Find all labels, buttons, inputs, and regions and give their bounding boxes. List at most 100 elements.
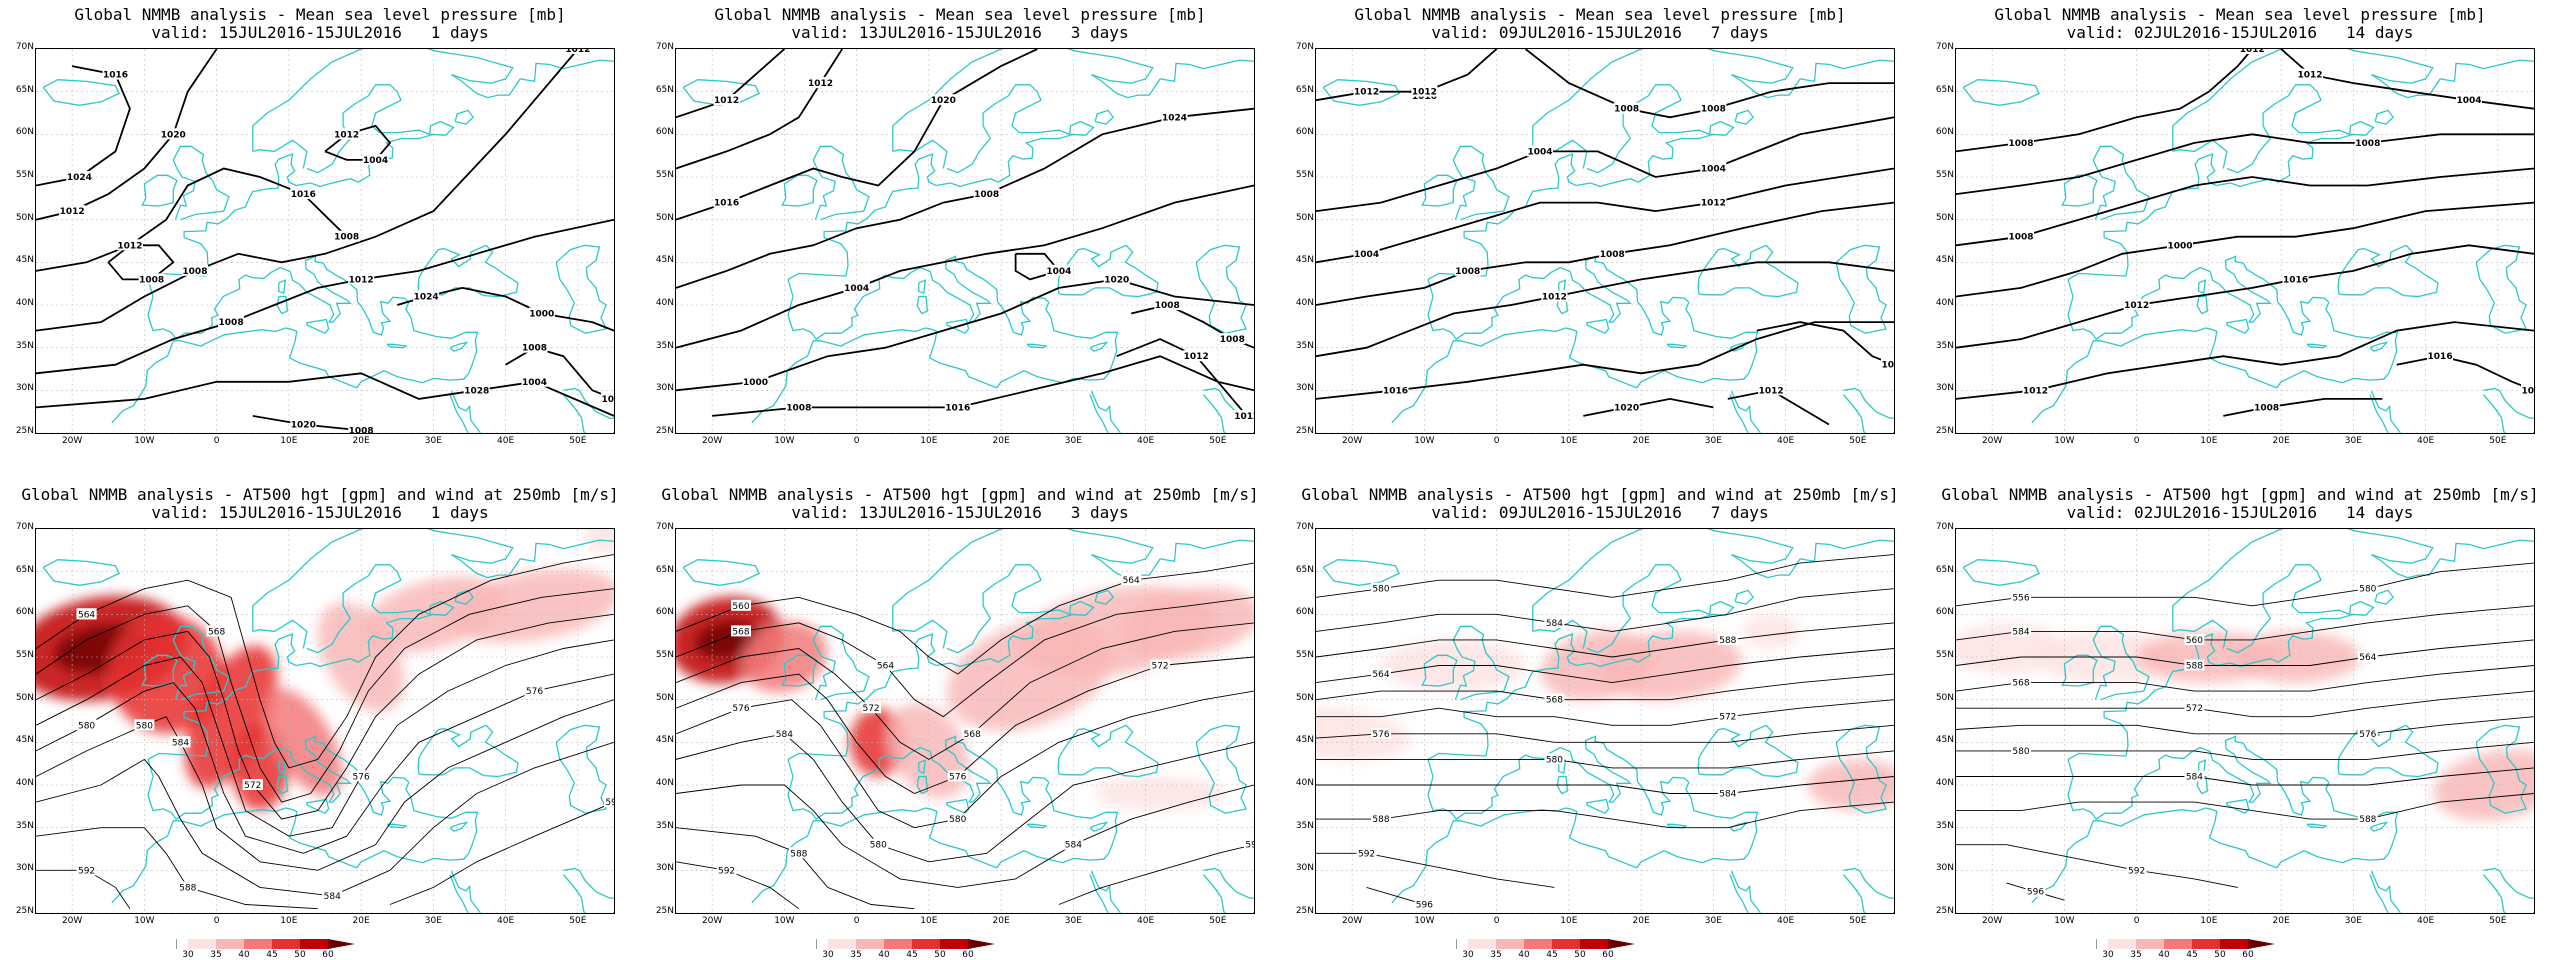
latitude-label: 55N [655,170,674,180]
map-panel: Global NMMB analysis - AT500 hgt [gpm] a… [640,480,1280,960]
contour-label: 592 [2128,866,2145,876]
contour-label-bg [1526,145,1553,157]
coastline [2172,529,2354,632]
latitude-label: 65N [15,564,34,575]
isobar [36,167,348,272]
colorbar-segment [2220,939,2249,949]
latitude-label: 60N [1295,127,1314,138]
colorbar-tick: 45 [1546,950,1558,960]
contour-label: 1000 [2167,241,2192,251]
longitude-label: 30E [424,436,442,446]
contour-label-bg [362,153,389,165]
longitude-label: 10W [774,916,795,926]
colorbar-segment [1608,939,1635,949]
coastline [1730,870,1762,913]
colorbar-segment [328,939,355,949]
latitude-label: 55N [1295,170,1314,180]
longitude-label: 10E [2200,916,2218,926]
height-contour [1316,699,1894,726]
contour-label-bg [1613,102,1640,114]
latitude-label: 65N [15,84,34,95]
contour-label: 1004 [363,156,388,166]
longitude-label: 0 [853,436,860,446]
colorbar-tick: 45 [266,950,278,960]
isobar [1956,201,2534,298]
coastline [147,255,410,340]
contour-label: 1004 [1046,267,1071,277]
contour-label-bg [1045,264,1072,276]
contour-label: 1004 [1701,164,1726,174]
map-area: 1012100810041004100810121016102010161012… [1315,48,1895,434]
longitude-label: 40E [1137,916,1155,926]
coastline [2031,782,2399,904]
contour-label-bg [2455,94,2482,106]
colorbar-segment [2136,939,2165,949]
latitude-label: 30N [1935,383,1954,394]
contour-label: 580 [2012,747,2029,757]
coastline [1057,244,1159,298]
coastline [1427,735,1690,820]
contour-label: 1016 [714,199,739,209]
contour-label-bg [731,702,752,714]
latitude-label: 30N [1295,383,1314,394]
contour-label-bg [868,838,889,850]
contour-label-bg [1356,847,1377,859]
coastline [781,174,818,207]
contour-label: 1004 [844,284,869,294]
coastline [1962,79,2040,106]
contour-label: 1012 [714,96,739,106]
contour-label: 1020 [931,96,956,106]
coastline [1203,867,1254,900]
longitude-label: 10E [920,436,938,446]
coastline [2482,394,2534,433]
colorbar-segment [1430,939,1457,949]
height-contour [1956,844,2238,888]
contour-label-bg [843,281,870,293]
coastline [278,759,287,774]
longitude-label: 20W [701,916,723,926]
latitude-label: 55N [15,650,34,660]
coastline [1729,394,1749,433]
contour-label: 580 [870,841,887,851]
coastline [2225,318,2250,334]
isobar [505,346,614,400]
colorbar-segment [2248,939,2275,949]
coastline [433,50,614,99]
contour-label-bg [604,796,614,808]
coastline [1452,625,1510,701]
latitude-label: 35N [655,340,674,351]
coastline [1729,874,1749,913]
latitude-label: 50N [1295,692,1314,703]
latitude-label: 55N [15,170,34,180]
map-area: 1024 1020 1016 1012 1008 1004 1012 1028 1024 1024… [35,48,615,434]
coastline [1427,613,1714,760]
colorbar-segment [1580,939,1609,949]
coastline [2061,174,2098,207]
isobar [676,49,785,119]
contour-label-bg [1414,898,1435,910]
longitude-label: 50E [2489,916,2507,926]
colorbar-segment [856,939,885,949]
contour-label-bg [861,702,882,714]
colorbar-tick: 60 [2242,950,2254,960]
contour-label-bg [2521,384,2534,396]
map-panel: Global NMMB analysis - Mean sea level pr… [640,0,1280,480]
panel-valid-period: valid: 02JUL2016-15JUL2016 14 days [2066,503,2414,522]
coastline [555,724,608,814]
latitude-label: 50N [15,692,34,703]
coastline [1666,823,1688,829]
contour-label-bg [1881,358,1894,370]
isobar [1727,389,1830,426]
longitude-label: 30E [424,916,442,926]
coastline [2092,145,2150,221]
contour-label: 1004 [1527,147,1552,157]
coastline [1094,109,1114,125]
coastline [2374,589,2394,605]
height-contour [1316,750,1894,769]
latitude-label: 50N [1935,212,1954,223]
coastline [1073,50,1254,99]
contour-label-bg [66,171,93,182]
contour-label-bg [1700,102,1727,114]
coastline [1094,589,1114,605]
colorbar-segment [1496,939,1525,949]
